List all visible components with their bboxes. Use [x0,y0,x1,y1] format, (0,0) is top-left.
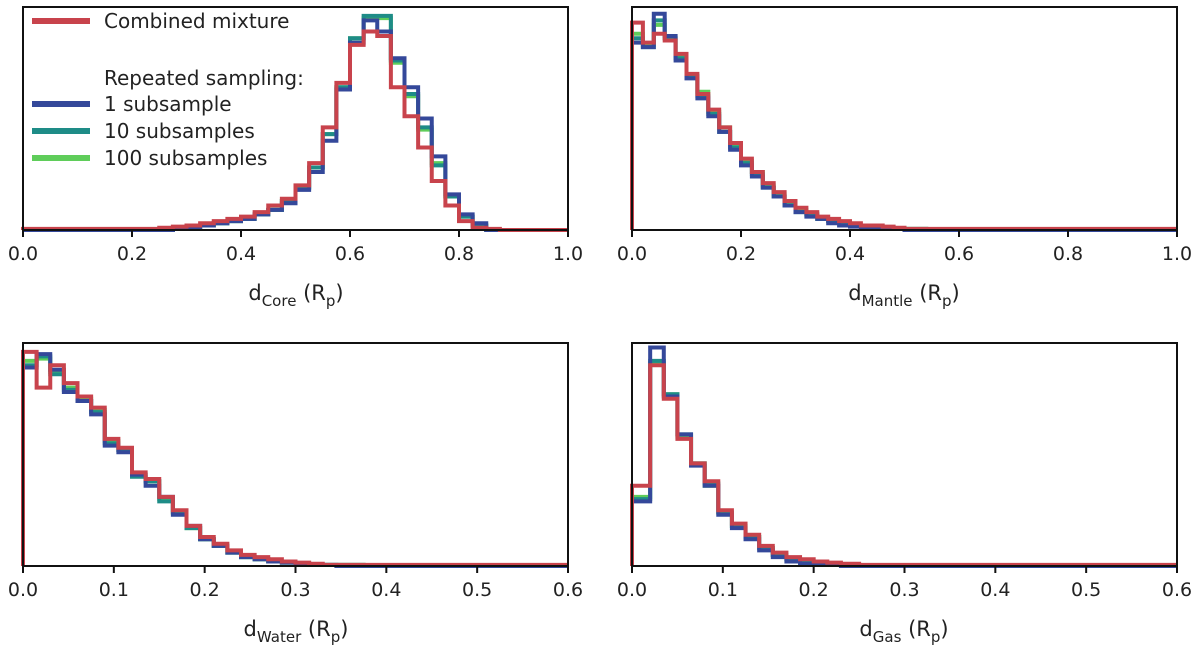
water-series-sub1 [21,352,568,568]
water-axes-frame [22,342,569,567]
mantle-series-sub100 [630,22,1177,232]
water-x-axis-label: dWater (Rp) [244,617,349,646]
gas-x-tick-label: 0.2 [799,579,829,601]
water-x-tick-label: 0.4 [371,579,401,601]
water-x-tick-label: 0.5 [462,579,492,601]
water-series-combined [21,349,568,567]
mantle-axes-frame [631,6,1178,231]
legend-label-1-subsample: 1 subsample [104,92,232,116]
mantle-x-tick-label: 0.0 [617,243,647,265]
gas-x-tick-label: 0.0 [617,579,647,601]
core-series-combined [21,29,568,232]
water-series-sub10 [21,354,568,568]
gas-series-combined [630,363,1177,567]
gas-axes-frame [631,342,1178,567]
water-x-ticks: 0.0 0.1 0.2 0.3 0.4 0.5 0.6 [8,566,583,601]
gas-x-tick-label: 0.4 [980,579,1010,601]
core-axes-frame [22,6,569,231]
mantle-histogram-lines [630,11,1177,232]
mantle-x-tick-label: 0.2 [726,243,756,265]
legend-label-combined: Combined mixture [104,9,289,33]
legend: Combined mixture Repeated sampling: 1 su… [32,9,304,170]
mantle-x-tick-label: 0.8 [1053,243,1083,265]
mantle-x-tick-label: 1.0 [1162,243,1192,265]
water-x-tick-label: 0.6 [553,579,583,601]
gas-histogram-lines [630,345,1177,568]
gas-series-sub1 [630,345,1177,568]
gas-x-tick-label: 0.3 [889,579,919,601]
core-x-tick-label: 0.0 [8,243,38,265]
mantle-series-combined [630,20,1177,231]
core-x-tick-label: 0.4 [226,243,256,265]
gas-x-tick-label: 0.1 [708,579,738,601]
panel-mantle-histogram: 0.0 0.2 0.4 0.6 0.8 1.0 dMantle (Rp) [617,6,1192,310]
mantle-series-sub10 [630,18,1177,232]
legend-label-10-subsamples: 10 subsamples [104,119,255,143]
core-x-tick-label: 0.6 [335,243,365,265]
panel-gas-histogram: 0.0 0.1 0.2 0.3 0.4 0.5 0.6 dGas (Rp) [617,342,1192,646]
water-series-sub100 [21,356,568,568]
core-x-ticks: 0.0 0.2 0.4 0.6 0.8 1.0 [8,230,583,265]
gas-x-tick-label: 0.5 [1071,579,1101,601]
mantle-x-axis-label: dMantle (Rp) [848,281,959,310]
core-x-tick-label: 1.0 [553,243,583,265]
gas-x-tick-label: 0.6 [1162,579,1192,601]
water-x-tick-label: 0.0 [8,579,38,601]
mantle-x-tick-label: 0.4 [835,243,865,265]
gas-x-axis-label: dGas (Rp) [859,617,948,646]
mantle-x-tick-label: 0.6 [944,243,974,265]
water-histogram-lines [21,349,568,568]
core-x-tick-label: 0.8 [444,243,474,265]
core-x-axis-label: dCore (Rp) [248,281,343,310]
gas-series-sub100 [630,361,1177,568]
legend-label-repeated-sampling: Repeated sampling: [104,66,304,90]
legend-label-100-subsamples: 100 subsamples [104,146,267,170]
water-x-tick-label: 0.2 [190,579,220,601]
panel-core-histogram: 0.0 0.2 0.4 0.6 0.8 1.0 dCore (Rp) [8,6,583,310]
water-x-tick-label: 0.3 [280,579,310,601]
core-x-tick-label: 0.2 [117,243,147,265]
water-x-tick-label: 0.1 [99,579,129,601]
gas-series-sub10 [630,358,1177,568]
panel-water-histogram: 0.0 0.1 0.2 0.3 0.4 0.5 0.6 dWater (Rp) [8,342,583,646]
mantle-x-ticks: 0.0 0.2 0.4 0.6 0.8 1.0 [617,230,1192,265]
mantle-series-sub1 [630,11,1177,232]
gas-x-ticks: 0.0 0.1 0.2 0.3 0.4 0.5 0.6 [617,566,1192,601]
